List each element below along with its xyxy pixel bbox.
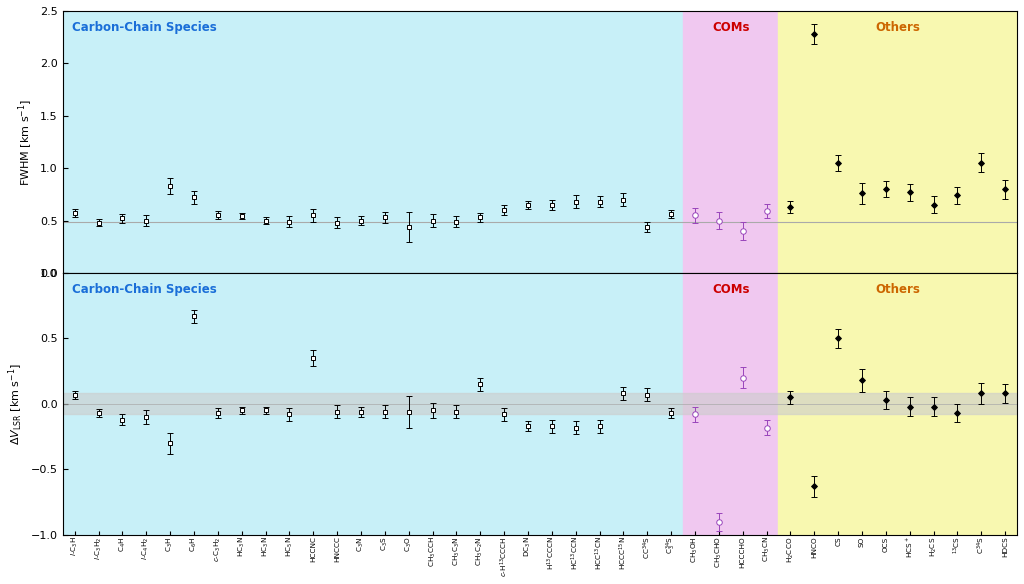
Bar <box>62 273 683 535</box>
Bar <box>62 11 683 273</box>
Text: Others: Others <box>876 283 921 297</box>
Text: Carbon-Chain Species: Carbon-Chain Species <box>73 22 217 34</box>
Text: Carbon-Chain Species: Carbon-Chain Species <box>73 283 217 297</box>
Bar <box>778 11 1017 273</box>
Bar <box>62 394 1017 415</box>
Y-axis label: FWHM [km s$^{-1}$]: FWHM [km s$^{-1}$] <box>16 98 35 186</box>
Bar <box>778 273 1017 535</box>
Bar <box>683 11 778 273</box>
Text: COMs: COMs <box>712 283 750 297</box>
Y-axis label: $\Delta V_\mathrm{LSR}$ [km s$^{-1}$]: $\Delta V_\mathrm{LSR}$ [km s$^{-1}$] <box>7 363 26 445</box>
Text: Others: Others <box>876 22 921 34</box>
Bar <box>683 273 778 535</box>
Text: COMs: COMs <box>712 22 750 34</box>
